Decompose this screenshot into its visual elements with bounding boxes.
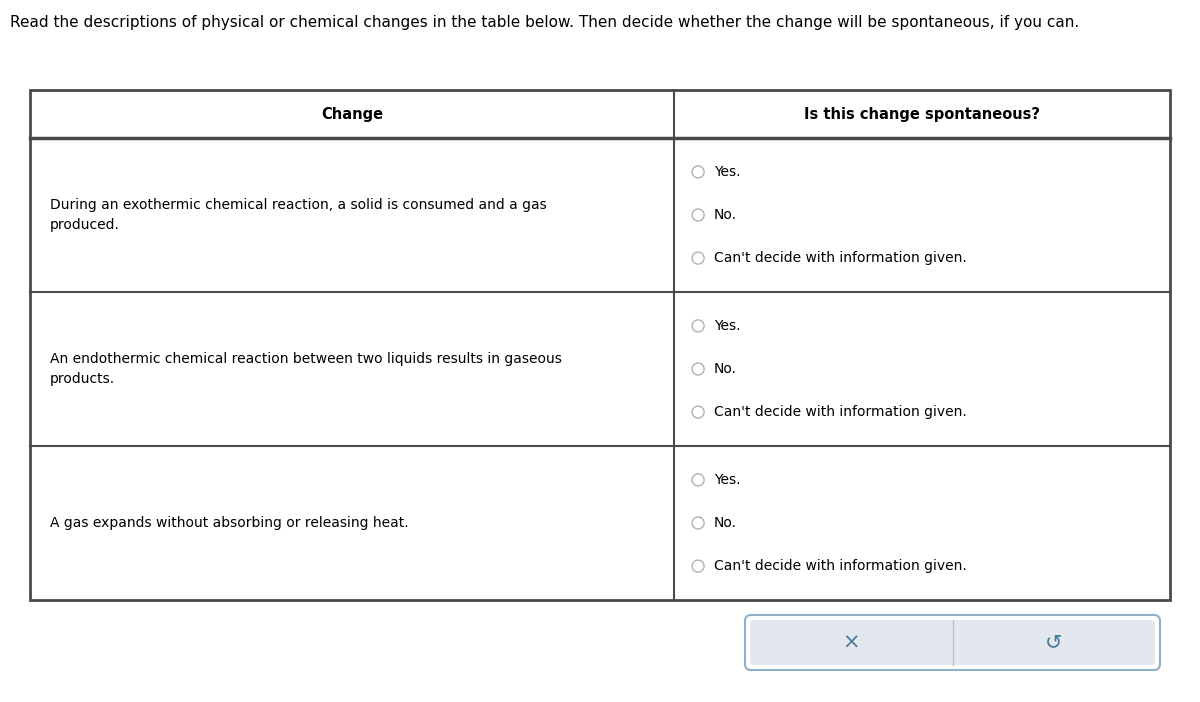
Text: ×: × [842,633,860,652]
Ellipse shape [692,209,704,221]
Ellipse shape [692,517,704,529]
Ellipse shape [692,363,704,375]
Bar [30,90,1170,600]
Text: Is this change spontaneous?: Is this change spontaneous? [804,107,1040,121]
Text: During an exothermic chemical reaction, a solid is consumed and a gas
produced.: During an exothermic chemical reaction, … [50,198,547,232]
Text: No.: No. [714,208,737,222]
Text: Can't decide with information given.: Can't decide with information given. [714,405,967,419]
Text: Yes.: Yes. [714,319,740,333]
Text: Can't decide with information given.: Can't decide with information given. [714,559,967,573]
Ellipse shape [692,560,704,572]
Text: No.: No. [714,516,737,530]
Text: Read the descriptions of physical or chemical changes in the table below. Then d: Read the descriptions of physical or che… [10,15,1079,30]
Text: An endothermic chemical reaction between two liquids results in gaseous
products: An endothermic chemical reaction between… [50,352,562,386]
Text: A gas expands without absorbing or releasing heat.: A gas expands without absorbing or relea… [50,516,409,530]
Text: Change: Change [320,107,383,121]
Ellipse shape [692,166,704,178]
FancyBboxPatch shape [750,620,1154,665]
FancyBboxPatch shape [745,615,1160,670]
Ellipse shape [692,320,704,332]
Text: ↺: ↺ [1045,633,1062,652]
Text: Can't decide with information given.: Can't decide with information given. [714,251,967,265]
Ellipse shape [692,474,704,486]
Ellipse shape [692,406,704,418]
Text: Yes.: Yes. [714,165,740,179]
Text: No.: No. [714,362,737,376]
Text: Yes.: Yes. [714,473,740,487]
Ellipse shape [692,252,704,264]
